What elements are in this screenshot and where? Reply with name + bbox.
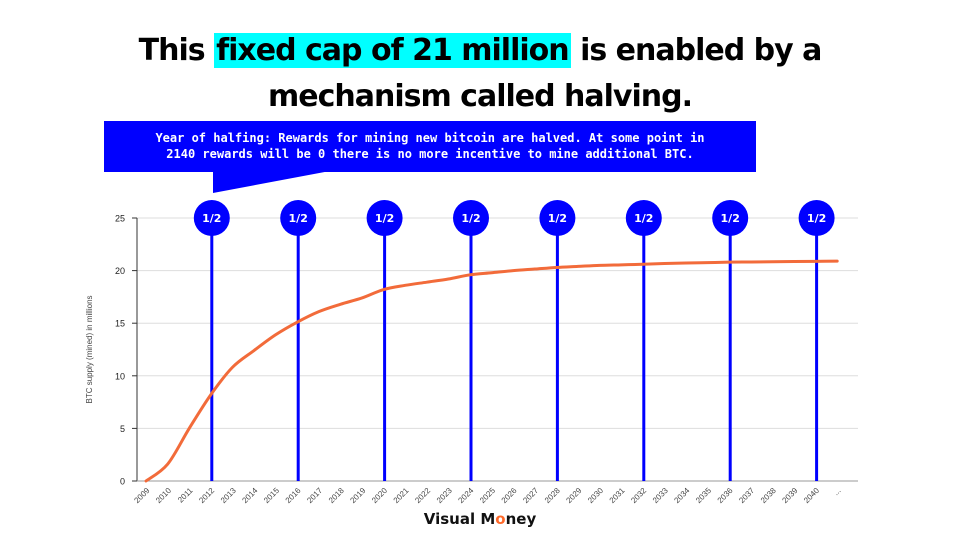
- headline-text: is enabled by a: [570, 33, 822, 68]
- headline-highlight: fixed cap of 21 million: [214, 33, 571, 68]
- callout-box: Year of halfing: Rewards for mining new …: [104, 121, 756, 172]
- x-tick-label: 2038: [759, 486, 778, 505]
- y-tick-label: 5: [120, 424, 125, 434]
- halving-marker-circle: [625, 200, 662, 236]
- x-tick-label: 2023: [435, 486, 454, 505]
- logo-text: ney: [505, 510, 537, 528]
- x-tick-label: 2010: [154, 486, 173, 505]
- halving-marker-circle: [453, 200, 489, 236]
- x-tick-label: 2027: [521, 486, 540, 505]
- x-tick-label: 2035: [694, 486, 713, 505]
- logo-text: Visual M: [423, 510, 496, 528]
- x-tick-label: 2029: [564, 486, 583, 505]
- x-tick-label: 2031: [608, 486, 627, 505]
- x-tick-label: 2040: [802, 486, 821, 505]
- x-tick-label: 2028: [543, 486, 562, 505]
- y-tick-label: 10: [115, 371, 125, 381]
- x-tick-label: 2021: [392, 486, 411, 505]
- halving-marker-label: 1/2: [289, 212, 308, 225]
- x-tick-label: 2022: [413, 486, 432, 505]
- y-tick-label: 20: [115, 266, 125, 276]
- logo-o-accent: o: [495, 510, 506, 528]
- headline-text: This: [138, 33, 215, 68]
- halving-marker-label: 1/2: [375, 212, 394, 225]
- halving-marker-label: 1/2: [548, 212, 567, 225]
- halving-marker-circle: [193, 200, 230, 236]
- x-tick-label: 2020: [370, 486, 389, 505]
- halving-marker-circle: [539, 200, 576, 236]
- halving-marker-label: 1/2: [807, 212, 826, 225]
- x-tick-label: ...: [832, 486, 843, 497]
- visual-money-logo: Visual Money: [0, 510, 960, 528]
- x-tick-label: 2024: [456, 486, 475, 505]
- callout-line-1: Year of halfing: Rewards for mining new …: [155, 131, 705, 145]
- headline-line-2: mechanism called halving.: [267, 79, 693, 114]
- headline-line-1: This fixed cap of 21 million is enabled …: [0, 28, 960, 74]
- x-tick-label: 2032: [629, 486, 648, 505]
- halving-marker-circle: [366, 200, 403, 236]
- x-tick-label: 2037: [737, 486, 756, 505]
- halving-marker-label: 1/2: [202, 212, 221, 225]
- y-tick-label: 15: [115, 319, 125, 329]
- x-tick-label: 2036: [716, 486, 735, 505]
- x-tick-label: 2034: [672, 486, 691, 505]
- x-tick-label: 2026: [500, 486, 519, 505]
- x-tick-label: 2018: [327, 486, 346, 505]
- y-axis-label: BTC supply (mined) in millions: [85, 295, 94, 403]
- x-tick-label: 2011: [176, 486, 195, 505]
- y-tick-label: 25: [115, 214, 125, 224]
- x-tick-label: 2012: [197, 486, 216, 505]
- callout-line-2: 2140 rewards will be 0 there is no more …: [166, 147, 694, 161]
- x-tick-label: 2019: [348, 486, 367, 505]
- x-tick-label: 2014: [240, 486, 259, 505]
- btc-supply-line: [144, 259, 839, 483]
- x-tick-label: 2017: [305, 486, 324, 505]
- x-tick-label: 2009: [132, 486, 151, 505]
- halving-marker-circle: [712, 200, 749, 236]
- headline: This fixed cap of 21 million is enabled …: [0, 28, 960, 120]
- x-tick-label: 2030: [586, 486, 605, 505]
- x-tick-label: 2015: [262, 486, 281, 505]
- x-tick-label: 2013: [219, 486, 238, 505]
- halving-marker-label: 1/2: [721, 212, 740, 225]
- halving-marker-label: 1/2: [461, 212, 480, 225]
- x-tick-label: 2025: [478, 486, 497, 505]
- halving-marker-label: 1/2: [634, 212, 653, 225]
- halving-marker-circle: [280, 200, 317, 236]
- halving-marker-circle: [798, 200, 835, 236]
- x-tick-label: 2039: [780, 486, 799, 505]
- x-tick-label: 2033: [651, 486, 670, 505]
- y-tick-label: 0: [120, 477, 125, 487]
- x-tick-label: 2016: [284, 486, 303, 505]
